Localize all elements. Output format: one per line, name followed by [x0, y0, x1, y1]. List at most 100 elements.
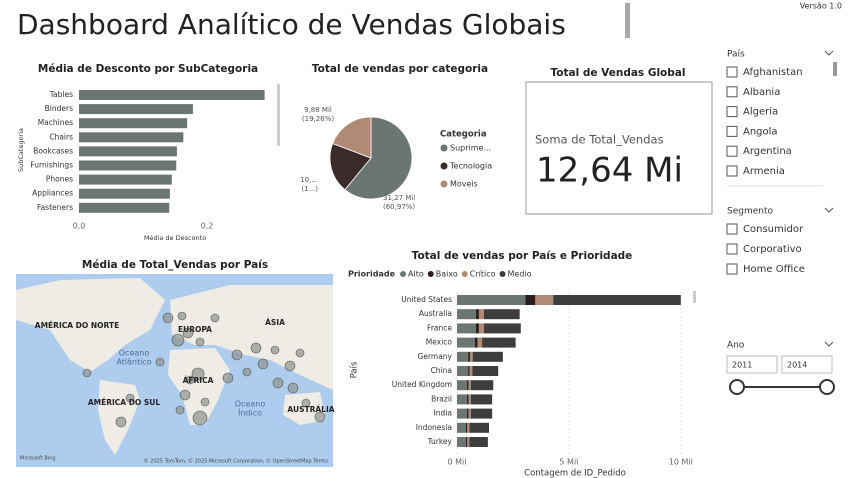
chevron[interactable]	[824, 341, 834, 347]
bar-segment	[467, 394, 469, 405]
map-label: ÁFRICA	[183, 376, 214, 385]
bar-segment	[535, 295, 554, 305]
y-tick-label: Mexico	[426, 338, 453, 347]
y-tick-label: Turkey	[427, 437, 453, 446]
pie-slice[interactable]	[332, 116, 372, 159]
slider-handle[interactable]	[819, 379, 835, 395]
year-to-box[interactable]	[781, 355, 833, 374]
y-tick-label: China	[431, 366, 452, 375]
legend-label[interactable]: Crítico	[470, 270, 496, 279]
pie-slice[interactable]	[344, 116, 413, 200]
bubbles	[82, 311, 326, 428]
scrollbar	[277, 84, 280, 146]
slice-percent-label: (60,97%)	[383, 203, 415, 211]
chart-title: Média de Desconto por SubCategoria	[38, 63, 258, 75]
bar-segment	[476, 323, 479, 334]
bar-segment	[467, 422, 470, 433]
bar	[79, 90, 265, 100]
x-tick-label: 10 Mil	[669, 458, 693, 467]
chevron[interactable]	[824, 207, 834, 213]
legend-swatch[interactable]	[440, 144, 448, 152]
slicer-option[interactable]: Albania	[743, 87, 780, 98]
checkbox[interactable]	[726, 66, 738, 78]
bar-segment	[457, 366, 469, 376]
bar	[79, 160, 177, 171]
year-to: 2014	[787, 361, 807, 370]
legend-swatch[interactable]	[461, 271, 468, 277]
legend-label[interactable]: Medio	[508, 270, 532, 279]
bar-segment	[465, 437, 468, 447]
bar-segment	[465, 422, 468, 433]
pie-slice[interactable]	[329, 143, 372, 191]
legend-swatch[interactable]	[440, 180, 448, 188]
checkbox[interactable]	[726, 145, 738, 157]
chart-title: Total de vendas por categoria	[312, 63, 488, 75]
y-tick-label: Australia	[419, 309, 452, 318]
legend-swatch[interactable]	[400, 271, 407, 277]
slice-value-label: 31,27 Mil	[383, 194, 415, 202]
bar-segment	[468, 366, 470, 376]
slicer-option[interactable]: Consumidor	[743, 224, 804, 235]
bar-segment	[483, 323, 521, 334]
checkbox[interactable]	[726, 223, 738, 235]
slicer-option[interactable]: Afghanistan	[743, 67, 803, 78]
bar-segment	[476, 309, 479, 320]
y-axis-label: País	[350, 361, 360, 378]
y-tick-label: Bookcases	[33, 146, 73, 155]
map-label: AUSTRÁLIA	[287, 405, 334, 414]
bar-segment	[457, 351, 469, 362]
land	[16, 278, 165, 372]
bar-segment	[467, 380, 469, 391]
map[interactable]	[16, 274, 333, 467]
y-tick-label: United Kingdom	[392, 380, 452, 389]
y-axis-label: SubCategoria	[17, 128, 25, 172]
slice-percent-label: (1...)	[301, 185, 318, 193]
bar-segment	[457, 422, 466, 433]
y-tick-label: United States	[401, 295, 452, 304]
bar-segment	[478, 309, 484, 320]
legend-swatch[interactable]	[440, 162, 448, 170]
map-label: EUROPA	[178, 325, 212, 334]
checkbox[interactable]	[726, 243, 738, 255]
card-frame	[525, 81, 713, 215]
legend-label[interactable]: Suprime...	[450, 144, 491, 153]
legend-label[interactable]: Baixo	[436, 270, 458, 279]
slice-value-label: 9,88 Mil	[304, 106, 332, 114]
card-label: Soma de Total_Vendas	[535, 133, 664, 147]
checkbox[interactable]	[726, 263, 738, 275]
legend-title: Categoria	[440, 130, 487, 140]
checkbox[interactable]	[726, 165, 738, 177]
bar-segment	[467, 408, 469, 419]
bar	[79, 104, 193, 115]
legend-label[interactable]: Moveis	[450, 180, 478, 189]
slice-percent-label: (19,26%)	[302, 115, 334, 123]
map-attribution: © 2025 TomTom, © 2025 Microsoft Corporat…	[144, 458, 329, 465]
checkbox[interactable]	[726, 125, 738, 137]
legend-label[interactable]: Alto	[408, 270, 424, 279]
year-from-box[interactable]	[726, 355, 778, 374]
bar-segment	[468, 351, 470, 362]
legend-label[interactable]: Tecnologia	[449, 162, 492, 171]
slicer-option[interactable]: Argentina	[743, 146, 792, 157]
scrollbar	[833, 62, 837, 76]
chevron[interactable]	[824, 50, 834, 56]
bar	[79, 188, 170, 199]
checkbox[interactable]	[726, 106, 738, 118]
y-tick-label: Chairs	[49, 132, 73, 141]
checkbox[interactable]	[726, 86, 738, 98]
bar-segment	[483, 309, 520, 320]
slicer-option[interactable]: Armenia	[743, 166, 785, 177]
slicer-option[interactable]: Angola	[743, 126, 778, 137]
slicer-option[interactable]: Algeria	[743, 107, 778, 118]
bar-segment	[457, 323, 477, 334]
legend-swatch[interactable]	[427, 271, 434, 277]
slider-handle[interactable]	[729, 379, 745, 395]
legend-swatch[interactable]	[499, 271, 506, 277]
legend-title: Prioridade	[348, 270, 396, 279]
map-label: Atlântico	[116, 358, 151, 367]
slicer-option[interactable]: Corporativo	[743, 244, 802, 255]
slicer-option[interactable]: Home Office	[743, 264, 805, 275]
x-axis-label: Média de Desconto	[144, 234, 206, 242]
bar-segment	[472, 351, 503, 362]
